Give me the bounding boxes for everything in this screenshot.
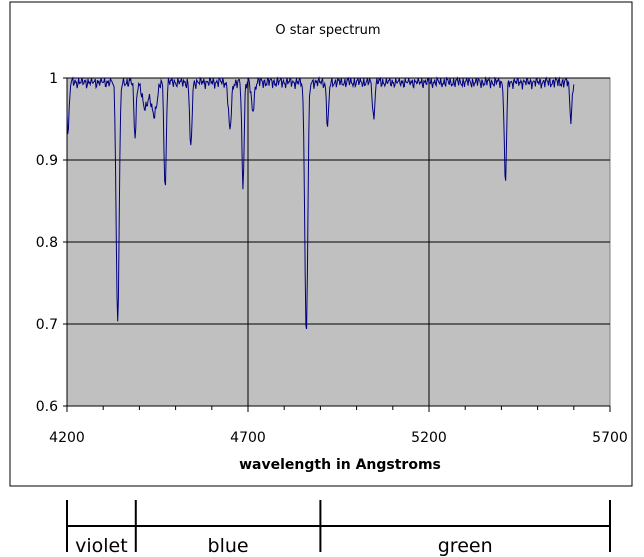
y-tick-label: 0.6 — [36, 399, 58, 415]
y-tick-labels: 0.6 0.7 0.8 0.9 1 — [36, 71, 58, 415]
band-label-blue: blue — [208, 535, 249, 557]
y-tick-label: 0.8 — [36, 235, 58, 251]
axis-ticks — [63, 77, 611, 412]
x-tick-labels: 4200 4700 5200 5700 — [49, 430, 628, 446]
axes — [66, 78, 610, 407]
y-tick-label: 1 — [49, 71, 58, 87]
x-tick-label: 4700 — [230, 430, 266, 446]
x-axis-label: wavelength in Angstroms — [239, 457, 441, 473]
chart-title: O star spectrum — [275, 23, 380, 38]
y-tick-label: 0.7 — [36, 317, 58, 333]
color-band-ruler: violet blue green — [66, 500, 611, 557]
band-label-violet: violet — [75, 535, 128, 557]
gridlines — [67, 77, 610, 406]
band-label-green: green — [438, 535, 493, 557]
x-tick-label: 4200 — [49, 430, 85, 446]
x-tick-label: 5700 — [592, 430, 628, 446]
series-line-spectrum — [66, 76, 575, 330]
y-tick-label: 0.9 — [36, 153, 58, 169]
x-tick-label: 5200 — [411, 430, 447, 446]
